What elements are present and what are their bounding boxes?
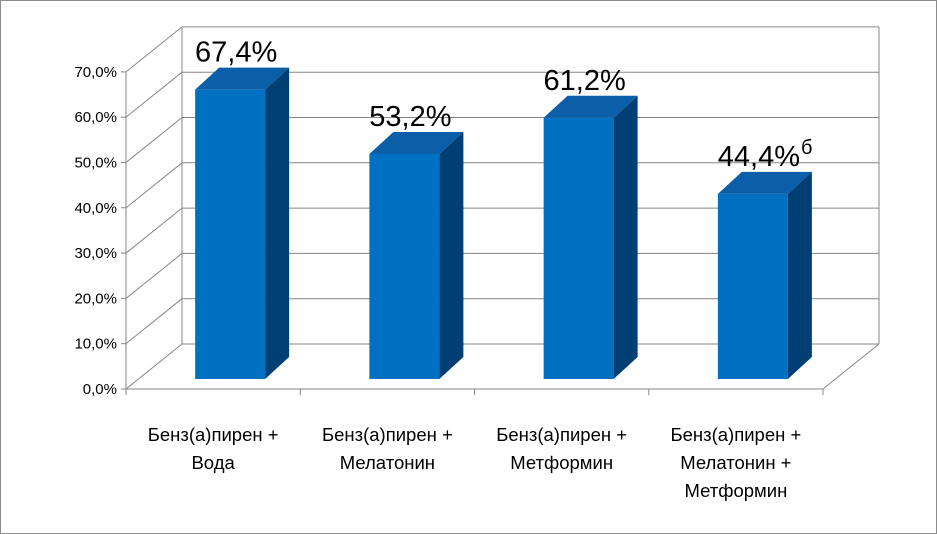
data-label: 67,4% [195, 37, 277, 69]
gridline-depth [125, 162, 183, 209]
bar-side [613, 95, 638, 379]
data-label-superscript: б [801, 137, 812, 159]
category-label: Метформин [510, 452, 613, 473]
gridline-depth [125, 207, 183, 254]
category-label: Бенз(а)пирен + [670, 424, 801, 445]
bar-top [369, 132, 464, 155]
bar-front [369, 154, 440, 379]
bar-side [439, 132, 464, 379]
bar-top [717, 171, 812, 194]
data-label: 44,4% [718, 141, 800, 173]
category-label: Бенз(а)пирен + [496, 424, 627, 445]
category-label: Мелатонин [340, 452, 435, 473]
y-tick-label: 70,0% [74, 64, 117, 81]
bar-front [717, 193, 788, 379]
y-tick-label: 40,0% [74, 200, 117, 217]
data-label: 53,2% [369, 101, 451, 133]
gridline-depth [125, 117, 183, 163]
bar-front [195, 89, 266, 379]
category-label: Бенз(а)пирен + [322, 424, 453, 445]
data-label: 61,2% [544, 65, 626, 97]
category-label: Вода [191, 452, 235, 473]
gridline-depth [125, 71, 183, 118]
y-tick-label: 30,0% [74, 245, 117, 262]
floor-edge [822, 343, 880, 390]
bar-side [265, 67, 290, 379]
y-tick-label: 60,0% [74, 109, 117, 126]
gridline-depth [125, 343, 183, 390]
gridline-depth [125, 298, 183, 345]
bar-top [195, 67, 290, 90]
y-tick-label: 0,0% [83, 381, 117, 398]
gridline-depth [125, 26, 183, 73]
bar-front [543, 117, 614, 379]
category-label: Бенз(а)пирен + [148, 424, 279, 445]
y-tick-label: 20,0% [74, 290, 117, 307]
y-tick-label: 10,0% [74, 336, 117, 353]
gridline-depth [125, 253, 183, 299]
y-tick-label: 50,0% [74, 155, 117, 172]
bar-top [543, 95, 638, 118]
bar-side [787, 171, 812, 379]
category-label: Мелатонин + [680, 452, 791, 473]
category-label: Метформин [684, 480, 787, 501]
